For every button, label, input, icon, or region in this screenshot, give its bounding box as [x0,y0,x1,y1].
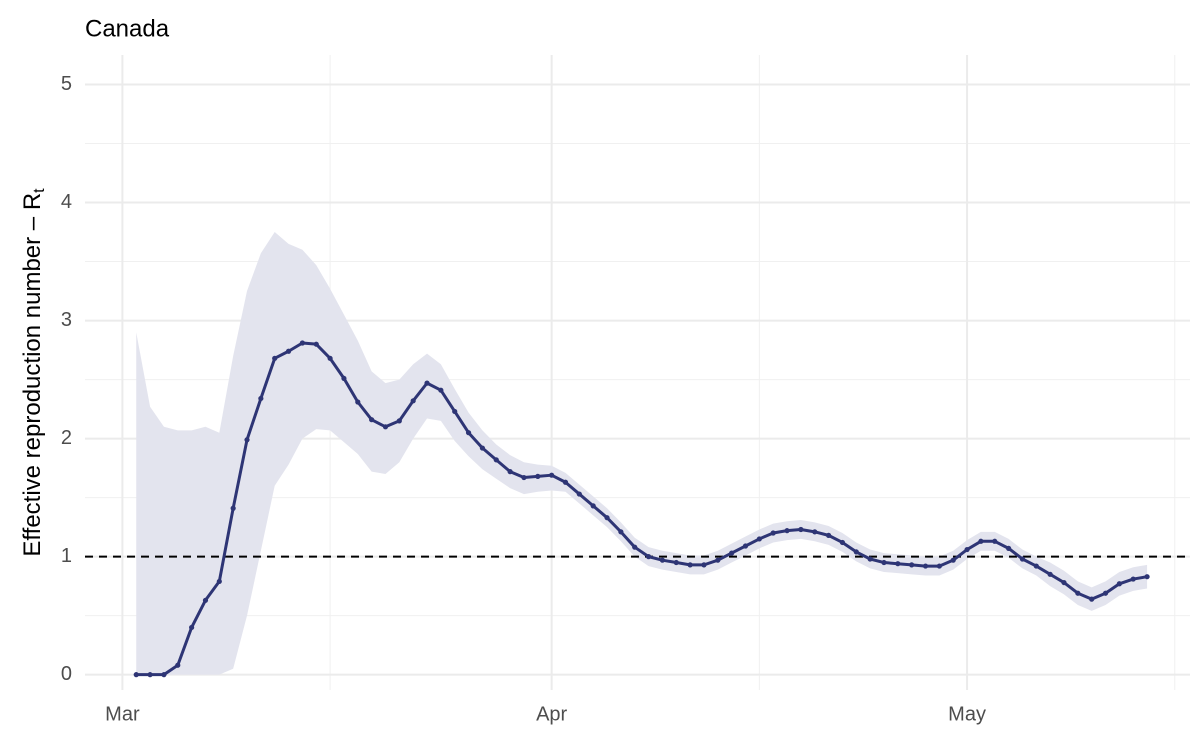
data-point [881,559,887,566]
y-tick-label: 1 [61,545,72,567]
data-point [133,672,139,678]
data-point [1047,571,1053,577]
data-point [410,398,416,404]
y-axis-label: Effective reproduction number – Rt [19,188,48,557]
x-tick-label: Mar [105,703,140,725]
data-point [964,546,970,553]
data-point [867,556,873,562]
data-point [216,578,222,585]
data-point [1019,556,1026,562]
data-point [590,503,596,509]
data-point [396,418,402,424]
data-point [659,557,666,563]
data-point [327,355,333,361]
data-point [147,672,153,678]
y-tick-label: 3 [61,309,72,331]
data-point [978,538,984,544]
data-point [244,437,250,443]
data-point [355,399,361,405]
data-point [798,526,804,533]
data-point [521,474,527,481]
data-point [604,515,610,521]
data-point [853,549,859,555]
data-point [895,561,901,567]
data-point [272,355,278,361]
data-point [839,539,846,546]
y-tick-label: 5 [61,73,72,95]
data-point [1075,590,1081,596]
data-point [701,562,707,568]
data-point [1006,545,1012,551]
data-point [438,387,444,393]
data-point [1116,581,1122,587]
confidence-band [136,232,1148,675]
data-point [161,672,167,678]
data-point [189,624,195,631]
data-point [784,528,790,534]
data-point [507,469,513,475]
data-point [452,408,458,415]
data-point [1102,590,1109,596]
data-point [936,563,942,569]
data-point [909,562,915,568]
data-point [825,532,832,538]
data-point [742,543,749,549]
data-point [493,457,499,463]
data-point [618,529,624,535]
chart-title: Canada [85,15,170,42]
x-tick-label: May [948,703,986,725]
data-point [313,341,319,347]
y-axis-label-subscript: t [31,188,48,193]
data-point [673,559,679,566]
data-point [285,348,292,354]
data-point [992,538,998,544]
data-point [729,550,735,556]
y-tick-label: 2 [61,427,72,449]
data-point [1089,596,1095,602]
data-point [645,554,652,560]
data-point [576,491,582,497]
data-point [382,424,389,430]
data-point [465,430,472,436]
data-point [479,445,486,451]
data-point [1033,563,1039,569]
data-point [562,479,569,485]
data-point [1144,574,1150,580]
y-axis-label-text: Effective reproduction number – R [19,193,46,557]
data-point [299,340,305,346]
data-point [175,662,181,668]
data-point [424,380,430,386]
data-point [812,529,818,535]
data-point [756,536,762,542]
data-point [549,472,555,478]
data-point [715,557,721,563]
data-point [922,563,929,569]
data-point [369,417,375,423]
y-tick-label: 0 [61,663,72,685]
data-point [202,597,209,603]
y-tick-label: 4 [61,191,72,213]
data-point [230,505,236,511]
data-point [1061,579,1067,586]
data-point [341,375,347,382]
data-point [258,395,264,402]
data-point [632,544,638,550]
data-point [1130,576,1136,582]
data-point [535,473,541,479]
data-point [950,557,956,563]
data-point [770,530,776,536]
x-tick-label: Apr [536,703,567,725]
data-point [687,562,693,568]
